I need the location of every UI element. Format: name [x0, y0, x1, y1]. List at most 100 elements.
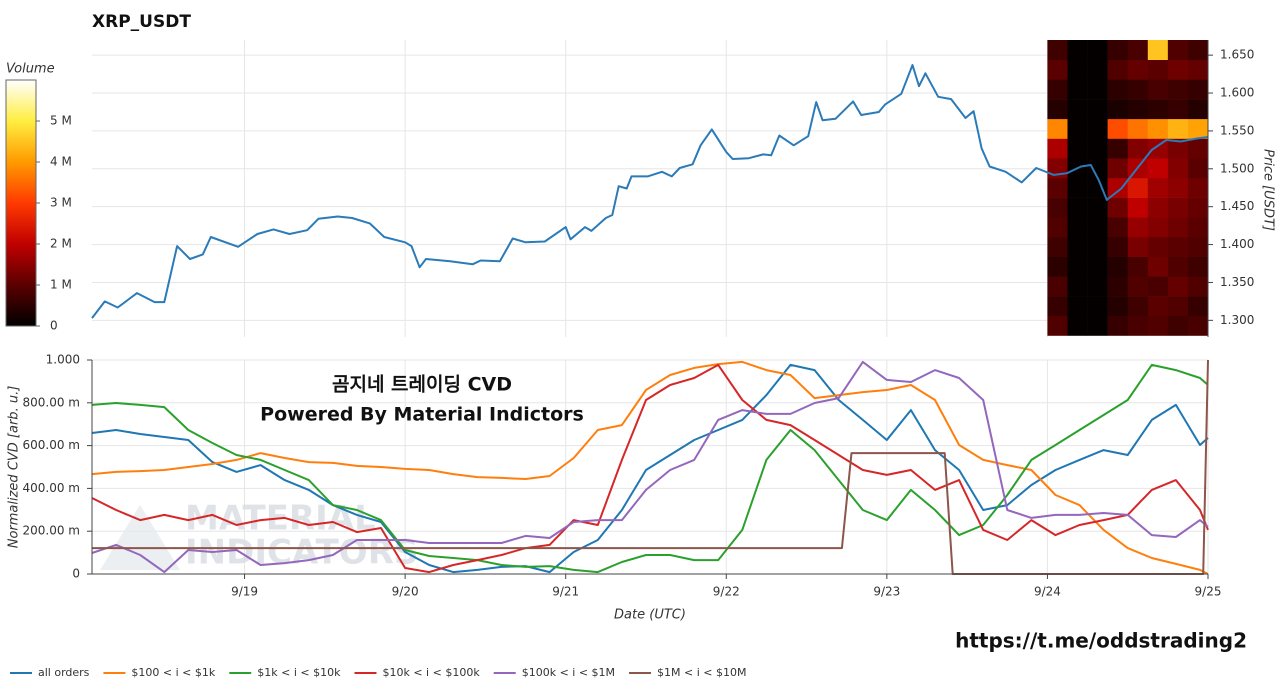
heatmap-cell	[1167, 197, 1189, 218]
heatmap-cell	[1167, 138, 1189, 159]
heatmap-cell	[1167, 217, 1189, 238]
heatmap-cell	[1087, 118, 1108, 139]
heatmap-cell	[1127, 315, 1149, 336]
heatmap-cell	[1107, 138, 1129, 159]
heatmap-cell	[1047, 296, 1068, 317]
heatmap-cell	[1047, 217, 1068, 238]
heatmap-cell	[1047, 197, 1068, 218]
heatmap-cell	[1167, 40, 1189, 60]
heatmap-cell	[1127, 197, 1149, 218]
colorbar-tick-label: 1 M	[50, 278, 72, 292]
heatmap-cell	[1167, 276, 1189, 297]
legend-label: $10k < i < $100k	[382, 666, 480, 679]
heatmap-cell	[1067, 197, 1088, 218]
heatmap-cell	[1087, 177, 1108, 198]
heatmap-cell	[1127, 138, 1149, 159]
heatmap-cell	[1167, 296, 1189, 317]
heatmap-cell	[1147, 177, 1169, 198]
heatmap-cell	[1047, 59, 1068, 80]
heatmap-cell	[1107, 177, 1129, 198]
heatmap-cell	[1087, 138, 1108, 159]
series-line	[91, 360, 1209, 575]
y-tick-label: 600.00 m	[23, 438, 81, 452]
heatmap-cell	[1187, 296, 1209, 317]
x-axis-label: Date (UTC)	[614, 608, 686, 623]
heatmap-cell	[1047, 40, 1068, 60]
heatmap-cell	[1187, 217, 1209, 238]
y-tick-label: 800.00 m	[23, 395, 81, 409]
heatmap-cell	[1047, 177, 1068, 198]
legend-label: $1M < i < $10M	[657, 666, 746, 679]
heatmap-cell	[1107, 296, 1129, 317]
y-tick-label: 200.00 m	[23, 524, 81, 538]
heatmap-cell	[1107, 315, 1129, 336]
heatmap-cell	[1167, 118, 1189, 139]
heatmap-cell	[1147, 197, 1169, 218]
series-line	[91, 363, 1209, 574]
heatmap-cell	[1087, 315, 1108, 336]
heatmap-cell	[1087, 197, 1108, 218]
y-tick-label: 1.600	[1220, 86, 1254, 100]
series-line	[91, 363, 1209, 574]
heatmap-cell	[1047, 118, 1068, 139]
legend-label: $1k < i < $10k	[257, 666, 341, 679]
y-tick-label: 1.300	[1220, 313, 1254, 327]
legend-label: all orders	[38, 666, 90, 679]
heatmap-cell	[1167, 177, 1189, 198]
heatmap-cell	[1067, 256, 1088, 277]
colorbar-tick-label: 0	[50, 319, 58, 333]
heatmap-cell	[1147, 99, 1169, 120]
heatmap-cell	[1127, 296, 1149, 317]
heatmap-cell	[1127, 276, 1149, 297]
series-line	[91, 64, 1209, 319]
heatmap-cell	[1087, 40, 1108, 60]
x-tick-label: 9/23	[873, 585, 900, 599]
heatmap-cell	[1147, 118, 1169, 139]
heatmap-cell	[1047, 276, 1068, 297]
heatmap-cell	[1127, 118, 1149, 139]
heatmap-cell	[1187, 315, 1209, 336]
heatmap-cell	[1087, 79, 1108, 100]
y-axis-label: Normalized CVD [arb. u.]	[7, 386, 22, 549]
heatmap-cell	[1087, 236, 1108, 257]
link-text: https://t.me/oddstrading2	[955, 629, 1247, 653]
heatmap-cell	[1127, 79, 1149, 100]
heatmap-cell	[1187, 276, 1209, 297]
heatmap-cell	[1147, 315, 1169, 336]
x-tick-label: 9/25	[1195, 585, 1222, 599]
y-tick-label: 400.00 m	[23, 481, 81, 495]
heatmap-cell	[1167, 79, 1189, 100]
heatmap-cell	[1107, 118, 1129, 139]
y-tick-label: 0	[72, 567, 80, 581]
colorbar	[5, 79, 37, 327]
heatmap-cell	[1147, 158, 1169, 179]
heatmap-cell	[1047, 315, 1068, 336]
heatmap-cell	[1087, 217, 1108, 238]
heatmap-cell	[1067, 79, 1088, 100]
heatmap-cell	[1067, 138, 1088, 159]
heatmap-cell	[1067, 276, 1088, 297]
heatmap-cell	[1107, 276, 1129, 297]
heatmap-cell	[1067, 118, 1088, 139]
colorbar-tick-label: 5 M	[50, 114, 72, 128]
heatmap-cell	[1147, 40, 1169, 60]
heatmap-cell	[1107, 40, 1129, 60]
y-tick-label: 1.500	[1220, 161, 1254, 175]
heatmap-cell	[1187, 158, 1209, 179]
heatmap-cell	[1087, 276, 1108, 297]
heatmap-cell	[1107, 217, 1129, 238]
heatmap-cell	[1147, 296, 1169, 317]
series-line	[91, 363, 1209, 574]
heatmap-cell	[1107, 236, 1129, 257]
heatmap-cell	[1167, 256, 1189, 277]
heatmap-cell	[1087, 59, 1108, 80]
heatmap-cell	[1147, 236, 1169, 257]
heatmap-cell	[1047, 99, 1068, 120]
heatmap-cell	[1167, 99, 1189, 120]
heatmap-cell	[1147, 138, 1169, 159]
heatmap-cell	[1127, 236, 1149, 257]
x-tick-label: 9/19	[231, 585, 258, 599]
y-tick-label: 1.400	[1220, 237, 1254, 251]
colorbar-tick-label: 4 M	[50, 155, 72, 169]
y-axis-label: Price [USDT]	[1261, 149, 1276, 231]
